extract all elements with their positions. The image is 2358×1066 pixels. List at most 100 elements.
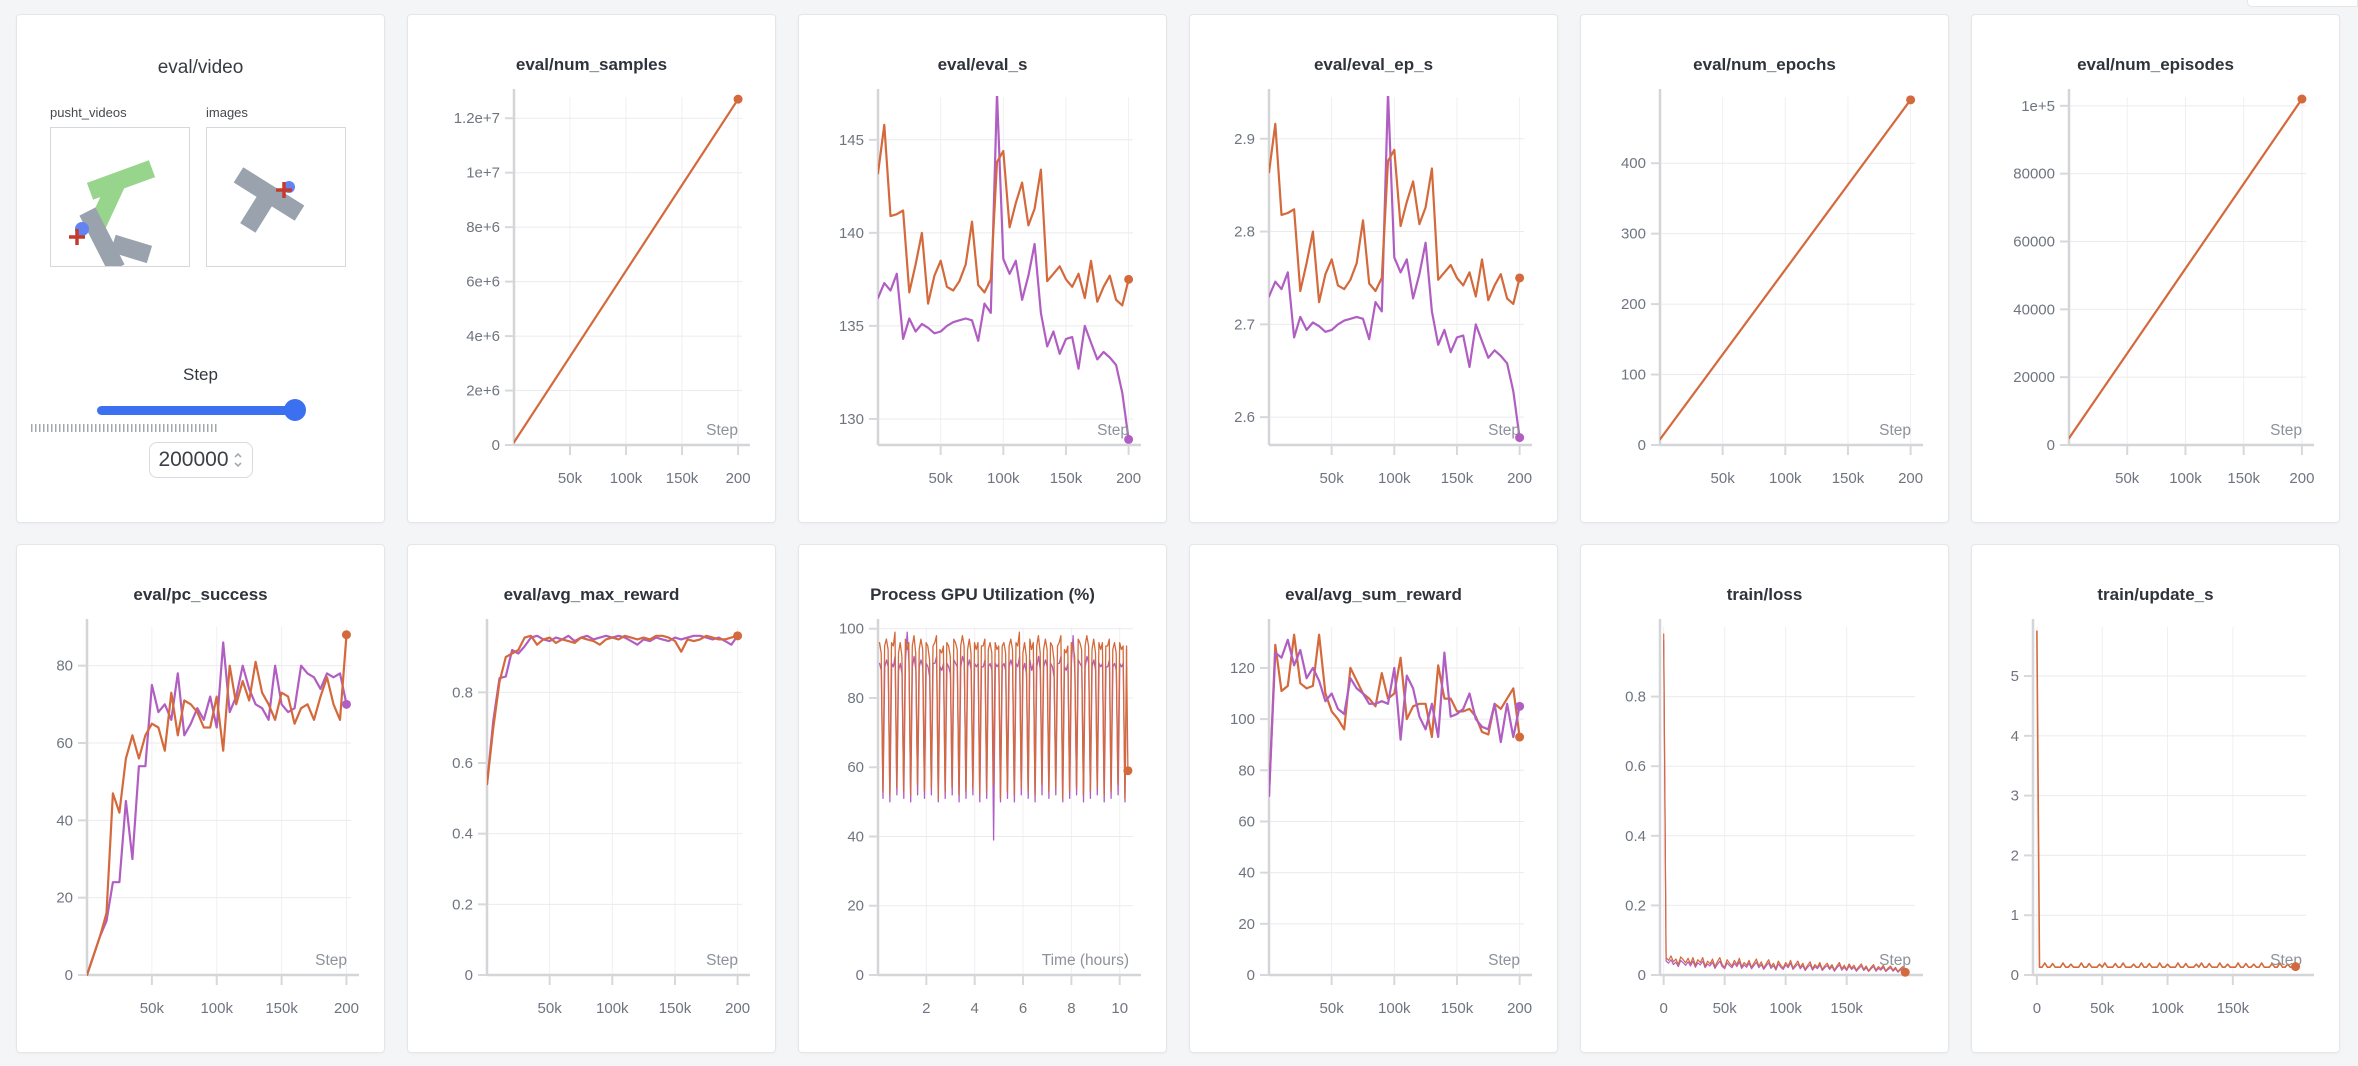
chart-svg: 0 20 40 60 80 100 120 50k 100k 150k 200 Step (1230, 619, 1532, 1017)
y-tick-label: 2.7 (1234, 316, 1255, 333)
y-tick-label: 0 (2011, 967, 2019, 984)
panel-chart-avg-max-reward: eval/avg_max_reward 0 0.2 0.4 0.6 0.8 50k 100k… (407, 544, 776, 1053)
goal-cross (69, 229, 85, 245)
x-axis-label: Step (706, 952, 738, 969)
x-axis-label: Step (315, 952, 347, 969)
chart-title: eval/num_episodes (2077, 55, 2234, 74)
series-run-orange (1663, 633, 1906, 973)
y-tick-label: 40000 (2013, 301, 2055, 318)
slider-thumb[interactable] (284, 399, 306, 421)
video-panel-title: eval/video (157, 57, 244, 78)
y-tick-label: 40 (1238, 865, 1255, 882)
x-tick-label: 50k (140, 1000, 165, 1017)
series-run-orange (87, 633, 348, 976)
y-tick-label: 60 (847, 759, 864, 776)
end-dot-run-purple (1515, 433, 1525, 443)
x-tick-label: 150k (1441, 1000, 1474, 1017)
y-tick-label: 1e+5 (2021, 98, 2055, 115)
chart-svg: 0 100 200 300 400 50k 100k 150k 200 Step (1621, 89, 1923, 487)
chart-title: eval/avg_max_reward (503, 585, 680, 604)
end-dot-run-purple (1124, 434, 1134, 444)
y-tick-label: 20 (1238, 916, 1255, 933)
chart-canvas-eval-num-episodes[interactable]: 0 20000 40000 60000 80000 1e+5 50k 100k 150k 200 S… (1972, 81, 2341, 515)
x-tick-label: 50k (2090, 1000, 2115, 1017)
x-axis-label: Time (hours) (1042, 952, 1129, 969)
x-tick-label: 50k (2115, 470, 2140, 487)
step-slider-label: Step (183, 365, 218, 384)
panel-chart-gpu-utilization: Process GPU Utilization (%) 0 20 40 60 80 100… (798, 544, 1167, 1053)
x-tick-label: 6 (1019, 1000, 1027, 1017)
chart-canvas-eval-eval-ep-s[interactable]: 2.6 2.7 2.8 2.9 50k 100k 150k 200 Step (1190, 81, 1559, 515)
images-preview[interactable] (206, 127, 346, 267)
step-slider-section: Step 200000 (17, 365, 384, 478)
x-tick-label: 100k (200, 1000, 233, 1017)
chart-canvas-eval-num-samples[interactable]: 0 2e+6 4e+6 6e+6 8e+6 1e+7 1.2e+7 50k 100k 150k 20… (408, 81, 777, 515)
chart-canvas-eval-eval-s[interactable]: 130 135 140 145 50k 100k 150k 200 Step (799, 81, 1168, 515)
series-run-orange (514, 98, 740, 444)
y-tick-label: 0 (1638, 967, 1646, 984)
panel-chart-eval-s: eval/eval_s 130 135 140 145 50k 100k 150k 200 St… (798, 14, 1167, 523)
x-tick-label: 50k (538, 1000, 563, 1017)
x-tick-label: 100k (610, 470, 643, 487)
x-tick-label: 50k (1320, 470, 1345, 487)
x-tick-label: 100k (1769, 1000, 1802, 1017)
end-dot-run-orange (733, 631, 743, 641)
x-tick-label: 100k (987, 470, 1020, 487)
chart-title: eval/eval_s (937, 55, 1028, 74)
y-tick-label: 60 (56, 735, 73, 752)
chart-canvas-eval-pc-success[interactable]: 0 20 40 60 80 50k 100k 150k 200 Step (17, 611, 386, 1045)
step-value: 200000 (158, 448, 229, 471)
x-axis-label: Step (1488, 952, 1520, 969)
chart-canvas-train-loss[interactable]: 0 0.2 0.4 0.6 0.8 0 50k 100k 150k Step (1581, 611, 1950, 1045)
x-tick-label: 150k (1441, 470, 1474, 487)
stepper-arrows-icon[interactable] (233, 450, 243, 470)
chart-svg: 130 135 140 145 50k 100k 150k 200 Step (839, 89, 1141, 487)
y-tick-label: 2.6 (1234, 409, 1255, 426)
x-tick-label: 50k (929, 470, 954, 487)
y-tick-label: 100 (1230, 711, 1255, 728)
y-tick-label: 0 (65, 967, 73, 984)
x-tick-label: 100k (2169, 470, 2202, 487)
chart-canvas-train-update-s[interactable]: 0 1 2 3 4 5 0 50k 100k 150k Step (1972, 611, 2341, 1045)
y-tick-label: 0.8 (452, 684, 473, 701)
x-axis-label: Step (1879, 422, 1911, 439)
y-tick-label: 400 (1621, 155, 1646, 172)
panel-grid: eval/video pusht_videos (16, 14, 2340, 1053)
series-run-orange (878, 123, 1130, 307)
y-tick-label: 2 (2011, 847, 2019, 864)
x-tick-label: 200 (1507, 1000, 1532, 1017)
chart-title: train/update_s (2097, 585, 2214, 604)
x-tick-label: 200 (1116, 470, 1141, 487)
x-axis-label: Step (1097, 422, 1129, 439)
x-tick-label: 100k (1769, 470, 1802, 487)
series-run-orange (1660, 98, 1912, 441)
chart-canvas-gpu-utilization[interactable]: 0 20 40 60 80 100 2 4 6 8 10 Time (hours) (799, 611, 1168, 1045)
series-run-orange (487, 634, 739, 786)
chart-canvas-eval-num-epochs[interactable]: 0 100 200 300 400 50k 100k 150k 200 Step (1581, 81, 1950, 515)
panel-chart-train-update-s: train/update_s 0 1 2 3 4 5 0 50k 100k 150k Step (1971, 544, 2340, 1053)
chart-title: eval/num_epochs (1693, 55, 1836, 74)
chart-svg: 0 20000 40000 60000 80000 1e+5 50k 100k 150k 200 S… (2013, 89, 2314, 487)
step-slider (97, 399, 306, 421)
series-run-orange-tail (1125, 648, 1129, 772)
y-tick-label: 0 (1638, 437, 1646, 454)
media-item-pusht-videos: pusht_videos (50, 105, 190, 273)
y-tick-label: 2.9 (1234, 131, 1255, 148)
slider-track[interactable] (97, 406, 304, 415)
end-dot-run-orange (2297, 94, 2307, 104)
x-tick-label: 100k (2151, 1000, 2184, 1017)
chart-svg: 2.6 2.7 2.8 2.9 50k 100k 150k 200 Step (1234, 89, 1532, 487)
pusht-video-preview[interactable] (50, 127, 190, 273)
y-tick-label: 1 (2011, 907, 2019, 924)
x-tick-label: 10 (1111, 1000, 1128, 1017)
chart-canvas-eval-avg-sum-reward[interactable]: 0 20 40 60 80 100 120 50k 100k 150k 200 Step (1190, 611, 1559, 1045)
chart-title: train/loss (1726, 585, 1803, 604)
chart-canvas-eval-avg-max-reward[interactable]: 0 0.2 0.4 0.6 0.8 50k 100k 150k 200 Step (408, 611, 777, 1045)
y-tick-label: 60000 (2013, 233, 2055, 250)
y-tick-label: 0 (2047, 437, 2055, 454)
y-tick-label: 1e+7 (466, 165, 500, 182)
step-value-input[interactable]: 200000 (148, 442, 253, 478)
x-tick-label: 150k (265, 1000, 298, 1017)
series-run-orange (2069, 97, 2303, 440)
